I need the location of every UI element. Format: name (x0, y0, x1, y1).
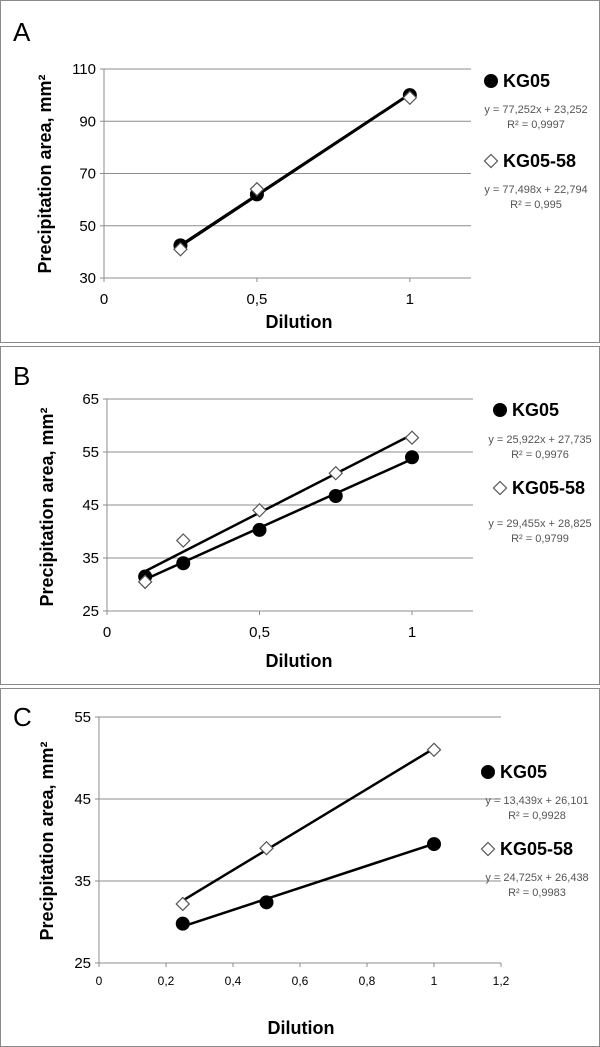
y-tick-label: 55 (82, 444, 99, 461)
y-tick-label: 45 (82, 497, 99, 514)
x-tick-label: 1,2 (493, 974, 510, 988)
y-tick-label: 35 (74, 873, 91, 890)
legend-marker (483, 153, 499, 169)
x-tick-label: 0 (100, 291, 108, 308)
panel-letter: C (13, 702, 32, 732)
legend-label: KG05 (512, 400, 559, 420)
r-squared: R² = 0,9799 (511, 533, 569, 545)
data-point (402, 90, 418, 106)
y-axis-label: Precipitation area, mm² (35, 74, 55, 273)
x-tick-label: 1 (406, 291, 414, 308)
legend-label: KG05-58 (500, 839, 573, 859)
r-squared: R² = 0,995 (510, 199, 562, 211)
panel-letter: B (13, 361, 30, 391)
x-tick-label: 0,5 (246, 291, 267, 308)
chart-a: A 30 50 70 90 110 0 0,5 1 Dilution Precipitation a… (13, 17, 588, 332)
r-squared: R² = 0,9997 (507, 119, 565, 131)
x-tick-label: 0,4 (225, 974, 242, 988)
data-point (175, 896, 191, 912)
y-tick-label: 65 (82, 391, 99, 408)
series-kg05-58 (175, 742, 442, 912)
legend-marker (493, 403, 507, 417)
data-point (259, 840, 274, 856)
trend-equation: y = 77,498x + 22,794 (484, 184, 587, 196)
chart-b: B 25 35 45 55 65 0 0,5 1 Dilution Precipitation ar… (13, 361, 592, 671)
data-point (249, 181, 265, 197)
y-tick-label: 50 (79, 218, 96, 235)
x-tick-label: 0,2 (158, 974, 175, 988)
chart-c: C 25 35 45 55 0 0,2 0,4 0,6 0,8 1 1,2 Dilution Precip… (13, 702, 589, 1038)
trend-equation: y = 24,725x + 26,438 (485, 872, 588, 884)
data-point (405, 450, 419, 465)
x-tick-label: 1 (431, 974, 438, 988)
x-tick-label: 1 (408, 624, 416, 641)
y-axis-label: Precipitation area, mm² (37, 741, 57, 940)
trend-equation: y = 29,455x + 28,825 (488, 518, 591, 530)
legend-marker (484, 74, 498, 88)
r-squared: R² = 0,9983 (508, 887, 566, 899)
legend-label: KG05 (500, 762, 547, 782)
trend-equation: y = 77,252x + 23,252 (484, 104, 587, 116)
data-point (328, 488, 343, 503)
x-axis-label: Dilution (266, 651, 333, 671)
x-axis-label: Dilution (266, 312, 333, 332)
panel-letter: A (13, 17, 31, 47)
y-tick-label: 25 (82, 603, 99, 620)
x-tick-label: 0,5 (249, 624, 270, 641)
r-squared: R² = 0,9976 (511, 449, 569, 461)
legend-label: KG05 (503, 71, 550, 91)
r-squared: R² = 0,9928 (508, 810, 566, 822)
series-kg05 (138, 450, 419, 584)
data-point (328, 465, 344, 481)
y-tick-label: 35 (82, 550, 99, 567)
data-point (175, 533, 191, 548)
series-kg05 (175, 837, 441, 931)
y-tick-label: 70 (79, 166, 96, 183)
data-point (426, 742, 442, 758)
data-point (176, 556, 191, 571)
y-tick-label: 90 (79, 113, 96, 130)
trend-equation: y = 25,922x + 27,735 (488, 434, 591, 446)
trendline (182, 842, 435, 928)
panel-b: B 25 35 45 55 65 0 0,5 1 Dilution Precipitation ar… (0, 346, 600, 685)
y-tick-label: 55 (74, 709, 91, 726)
y-tick-label: 110 (72, 61, 96, 78)
y-tick-label: 25 (74, 955, 91, 972)
legend-marker (492, 480, 508, 496)
trendline (144, 457, 413, 581)
trendline (179, 93, 411, 248)
x-tick-label: 0,8 (359, 974, 376, 988)
y-tick-label: 30 (79, 270, 96, 287)
x-tick-label: 0,6 (292, 974, 309, 988)
legend-label: KG05-58 (512, 478, 585, 498)
data-point (259, 895, 274, 910)
x-tick-label: 0 (96, 974, 103, 988)
data-point (252, 522, 267, 537)
x-axis-label: Dilution (268, 1018, 335, 1038)
legend-marker (480, 841, 496, 857)
data-point (427, 837, 441, 852)
panel-c: C 25 35 45 55 0 0,2 0,4 0,6 0,8 1 1,2 Dilution Precip… (0, 688, 600, 1047)
data-point (175, 916, 190, 931)
data-point (404, 430, 420, 446)
panel-a: A 30 50 70 90 110 0 0,5 1 Dilution Precipitation a… (0, 0, 600, 343)
series-kg05-58 (137, 430, 420, 590)
y-axis-label: Precipitation area, mm² (37, 407, 57, 606)
series-kg05-58 (173, 90, 418, 257)
trendline (144, 433, 413, 573)
trend-equation: y = 13,439x + 26,101 (485, 795, 588, 807)
legend-marker (481, 765, 495, 779)
y-tick-label: 45 (74, 791, 91, 808)
x-tick-label: 0 (103, 624, 111, 641)
legend-label: KG05-58 (503, 151, 576, 171)
data-point (252, 502, 267, 518)
data-point (137, 574, 153, 590)
trendline (182, 747, 435, 902)
data-point (173, 241, 188, 257)
